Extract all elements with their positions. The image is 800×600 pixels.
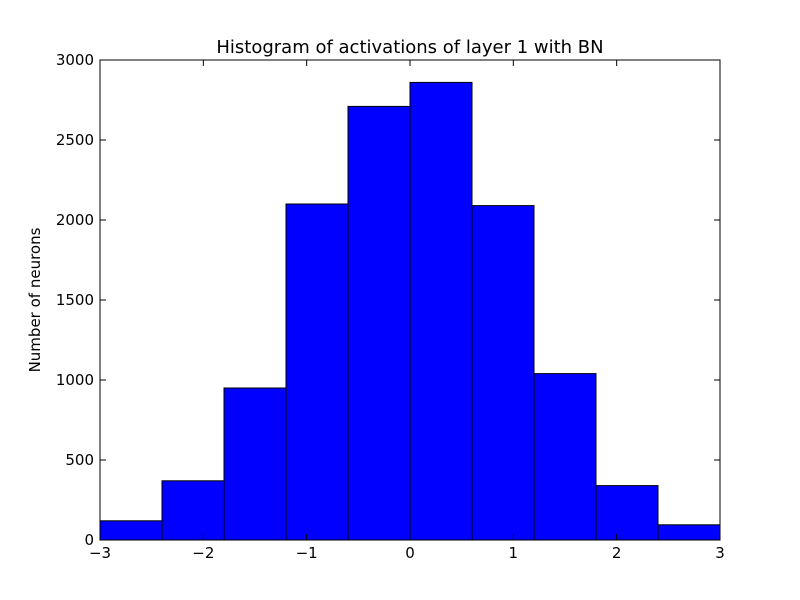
y-tick-label: 500: [65, 451, 94, 469]
x-tick-label: −2: [192, 544, 214, 562]
x-tick-label: 1: [509, 544, 519, 562]
y-tick-label: 1000: [56, 371, 94, 389]
histogram-bar: [99, 520, 163, 541]
chart-title: Histogram of activations of layer 1 with…: [216, 37, 603, 58]
y-axis-label: Number of neurons: [26, 227, 44, 372]
x-tick-label: 0: [405, 544, 415, 562]
x-tick-label: 3: [715, 544, 725, 562]
y-tick-label: 0: [84, 531, 94, 549]
histogram-bar: [347, 105, 411, 541]
y-tick-label: 2500: [56, 131, 94, 149]
histogram-bar: [409, 81, 473, 541]
histogram-bar: [595, 485, 659, 541]
x-tick-label: −1: [296, 544, 318, 562]
x-tick-label: 2: [612, 544, 622, 562]
histogram-bar: [657, 524, 721, 541]
bars-group: [99, 81, 721, 541]
y-tick-label: 2000: [56, 211, 94, 229]
ticks-group: −3 −2 −1 0 1 2 3 0 500 1000 1500 2000 2500 3000: [56, 51, 725, 562]
histogram-bar: [533, 373, 597, 541]
histogram-bar: [471, 205, 535, 541]
x-tick-label: −3: [89, 544, 111, 562]
y-tick-label: 1500: [56, 291, 94, 309]
histogram-bar: [223, 387, 287, 541]
histogram-bar: [285, 203, 349, 541]
y-tick-label: 3000: [56, 51, 94, 69]
histogram-bar: [161, 480, 225, 541]
